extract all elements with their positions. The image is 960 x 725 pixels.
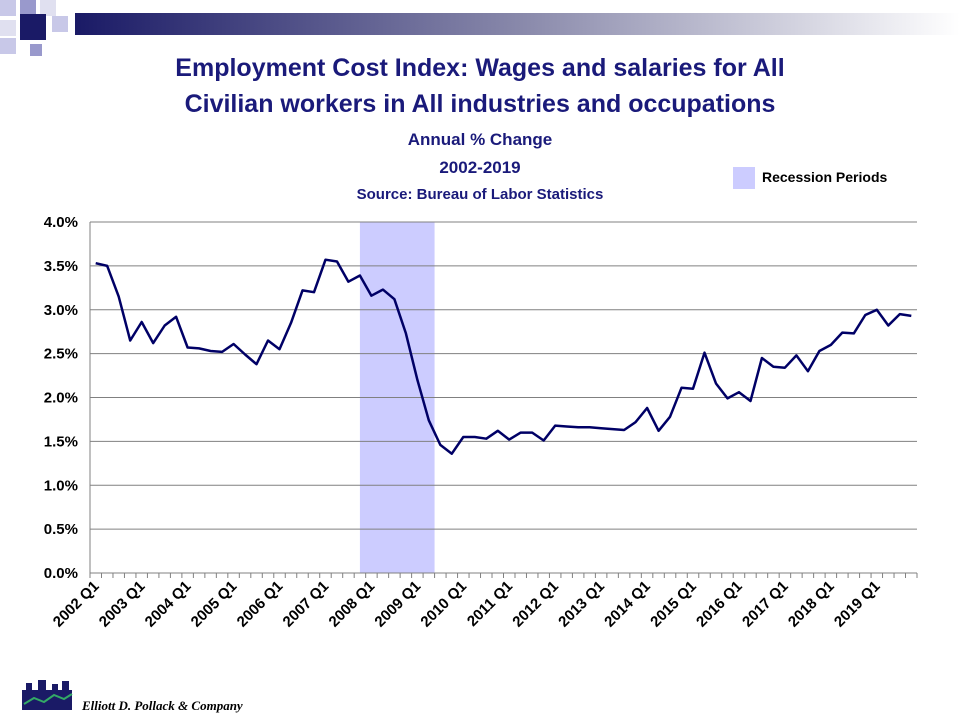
header-bar (75, 13, 960, 35)
x-tick-label: 2007 Q1 (280, 578, 333, 631)
legend-swatch (733, 167, 755, 189)
legend-label: Recession Periods (762, 169, 887, 185)
x-tick-label: 2006 Q1 (234, 578, 287, 631)
y-tick-label: 2.5% (44, 346, 78, 363)
chart-title: Employment Cost Index: Wages and salarie… (175, 54, 784, 82)
x-tick-label: 2016 Q1 (693, 578, 746, 631)
logo (22, 680, 73, 710)
source: Source: Bureau of Labor Statistics (357, 186, 604, 203)
chart-title: Civilian workers in All industries and o… (185, 90, 776, 118)
x-tick-label: 2013 Q1 (555, 578, 608, 631)
y-tick-label: 3.0% (44, 302, 78, 319)
subtitle: Annual % Change (408, 130, 553, 149)
y-tick-label: 1.5% (44, 433, 78, 450)
y-tick-label: 4.0% (44, 214, 78, 231)
x-tick-label: 2008 Q1 (326, 578, 379, 631)
subtitle: 2002-2019 (439, 158, 520, 177)
x-tick-label: 2014 Q1 (601, 578, 654, 631)
x-tick-label: 2004 Q1 (142, 578, 195, 631)
x-tick-label: 2009 Q1 (371, 578, 424, 631)
x-tick-label: 2018 Q1 (785, 578, 838, 631)
y-tick-label: 0.0% (44, 565, 78, 582)
footer: Elliott D. Pollack & Company (81, 698, 243, 713)
y-tick-label: 3.5% (44, 258, 78, 275)
corner-squares (0, 0, 68, 56)
data-line (95, 258, 912, 455)
x-tick-label: 2019 Q1 (831, 578, 884, 631)
x-tick-label: 2005 Q1 (188, 578, 241, 631)
x-tick-label: 2015 Q1 (647, 578, 700, 631)
y-tick-label: 0.5% (44, 521, 78, 538)
x-tick-label: 2012 Q1 (509, 578, 562, 631)
x-tick-label: 2010 Q1 (417, 578, 470, 631)
x-tick-label: 2011 Q1 (464, 578, 516, 630)
y-tick-label: 1.0% (44, 477, 78, 494)
x-tick-label: 2003 Q1 (96, 578, 149, 631)
x-tick-label: 2017 Q1 (739, 578, 792, 631)
y-tick-label: 2.0% (44, 390, 78, 407)
x-tick-label: 2002 Q1 (50, 578, 103, 631)
